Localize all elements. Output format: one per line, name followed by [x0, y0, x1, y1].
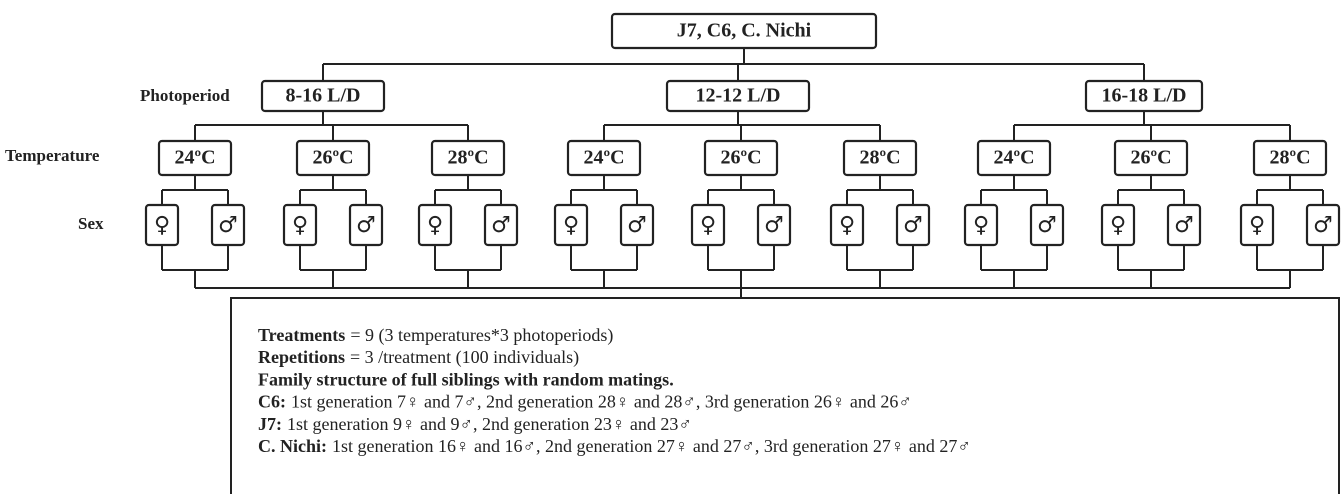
- sex-symbol: ♂: [1313, 213, 1333, 238]
- temperature-label: 28ºC: [1269, 147, 1310, 169]
- row-label: Sex: [78, 214, 104, 233]
- note-text: = 9 (3 temperatures*3 photoperiods): [350, 325, 613, 346]
- note-line: J7: 1st generation 9♀ and 9♂, 2nd generat…: [258, 414, 692, 434]
- note-text: = 3 /treatment (100 individuals): [350, 347, 579, 368]
- note-line: Family structure of full siblings with r…: [258, 370, 674, 390]
- photoperiod-label: 12-12 L/D: [696, 85, 781, 107]
- sex-symbol: ♀: [1249, 213, 1265, 238]
- note-term: C6:: [258, 392, 286, 412]
- note-term: Treatments: [258, 325, 345, 345]
- temperature-label: 24ºC: [174, 147, 215, 169]
- note-text: 1st generation 9♀ and 9♂, 2nd generation…: [287, 414, 692, 434]
- sex-symbol: ♂: [491, 213, 511, 238]
- sex-symbol: ♀: [154, 213, 170, 238]
- temperature-label: 28ºC: [447, 147, 488, 169]
- sex-symbol: ♀: [563, 213, 579, 238]
- temperature-label: 26ºC: [720, 147, 761, 169]
- photoperiod-label: 16-18 L/D: [1102, 85, 1187, 107]
- sex-symbol: ♂: [356, 213, 376, 238]
- sex-symbol: ♀: [839, 213, 855, 238]
- note-text: 1st generation 16♀ and 16♂, 2nd generati…: [332, 436, 971, 456]
- sex-symbol: ♂: [1174, 213, 1194, 238]
- note-line: C6: 1st generation 7♀ and 7♂, 2nd generat…: [258, 392, 912, 412]
- sex-symbol: ♀: [973, 213, 989, 238]
- note-line: Treatments = 9 (3 temperatures*3 photoper…: [258, 325, 613, 346]
- sex-symbol: ♀: [292, 213, 308, 238]
- sex-symbol: ♀: [700, 213, 716, 238]
- sex-symbol: ♀: [1110, 213, 1126, 238]
- note-term: Family structure of full siblings with r…: [258, 370, 674, 390]
- note-term: C. Nichi:: [258, 436, 327, 456]
- temperature-label: 26ºC: [1130, 147, 1171, 169]
- sex-symbol: ♂: [903, 213, 923, 238]
- sex-symbol: ♂: [764, 213, 784, 238]
- note-line: C. Nichi: 1st generation 16♀ and 16♂, 2nd…: [258, 436, 971, 456]
- row-label: Photoperiod: [140, 86, 230, 105]
- sex-symbol: ♂: [627, 213, 647, 238]
- sex-symbol: ♂: [218, 213, 238, 238]
- row-label: Temperature: [5, 146, 100, 165]
- note-term: Repetitions: [258, 347, 345, 367]
- notes-box: [230, 297, 1340, 494]
- note-text: 1st generation 7♀ and 7♂, 2nd generation…: [291, 392, 912, 412]
- temperature-label: 24ºC: [993, 147, 1034, 169]
- root-label: J7, C6, C. Nichi: [677, 20, 812, 42]
- temperature-label: 24ºC: [583, 147, 624, 169]
- temperature-label: 28ºC: [859, 147, 900, 169]
- sex-symbol: ♀: [427, 213, 443, 238]
- temperature-label: 26ºC: [312, 147, 353, 169]
- sex-symbol: ♂: [1037, 213, 1057, 238]
- photoperiod-label: 8-16 L/D: [286, 85, 361, 107]
- note-line: Repetitions = 3 /treatment (100 individua…: [258, 347, 579, 368]
- note-term: J7:: [258, 414, 282, 434]
